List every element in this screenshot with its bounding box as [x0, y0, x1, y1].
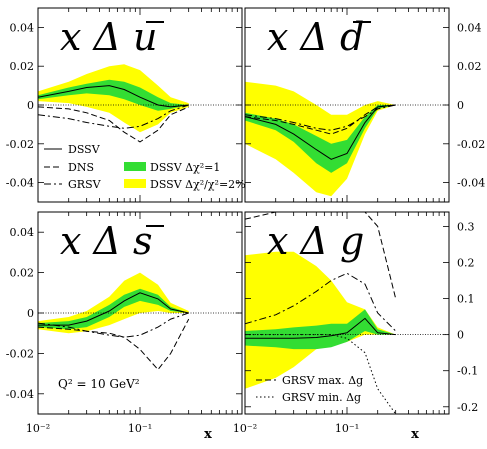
- plot-area: [245, 212, 449, 414]
- x-axis-label: x: [204, 427, 212, 442]
- y-tick-label: 0.02: [457, 60, 482, 73]
- legend-label: GRSV: [68, 178, 102, 191]
- q2-annotation: Q² = 10 GeV²: [58, 377, 140, 391]
- legend-label: DSSV: [68, 143, 101, 156]
- y-tick-label: -0.04: [6, 388, 34, 401]
- panel-top-left: -0.04 -0.02 0 0.02 0.04 x Δ u: [6, 7, 243, 203]
- y-tick-label: 0: [27, 99, 34, 112]
- y-tick-label: 0.3: [457, 220, 475, 233]
- legend-label: GRSV max. Δg: [282, 374, 363, 387]
- uncertainty-band-2pct: [38, 64, 189, 133]
- panel-title: x Δ s: [60, 219, 153, 263]
- legend-label: DSSV Δχ²/χ²=2%: [150, 178, 246, 191]
- series-dssv: [245, 317, 396, 339]
- y-tick-label: 0: [457, 99, 464, 112]
- uncertainty-band-2pct: [245, 251, 396, 389]
- plot-area: [38, 64, 242, 143]
- plot-area: [245, 81, 449, 197]
- legend-label: GRSV min. Δg: [282, 391, 361, 404]
- y-tick-label: 0.02: [10, 267, 35, 280]
- panel-bottom-left: -0.04 -0.02 0 0.02 0.04 10⁻² 10⁻¹ x x Δ s: [6, 211, 243, 442]
- y-tick-label: 0.04: [10, 21, 35, 34]
- y-tick-label: -0.04: [457, 177, 485, 190]
- series-dssv: [38, 292, 189, 326]
- panel-title: x Δ g: [267, 219, 364, 263]
- y-tick-label: 0.02: [10, 60, 35, 73]
- y-tick-label: -0.02: [457, 138, 485, 151]
- y-tick-label: -0.02: [6, 138, 34, 151]
- uncertainty-band-chi2-1: [245, 309, 396, 350]
- series-dns: [38, 106, 189, 143]
- y-tick-label: 0.04: [10, 226, 35, 239]
- series-dns: [38, 318, 190, 371]
- legend-swatch-band: [124, 179, 146, 188]
- legend-main: DSSV DNS GRSV DSSV Δχ²=1 DSSV Δχ²/χ²=2%: [44, 143, 246, 191]
- y-tick-label: 0: [457, 329, 464, 342]
- legend-gluon: GRSV max. Δg GRSV min. Δg: [256, 374, 363, 404]
- legend-swatch-band: [124, 162, 146, 171]
- panel-title: x Δ u: [60, 15, 158, 59]
- y-tick-label: 0: [27, 307, 34, 320]
- x-tick-label: 10⁻¹: [335, 422, 359, 435]
- plot-area: [38, 272, 242, 371]
- series-dssv: [245, 104, 396, 160]
- uncertainty-band-chi2-1: [38, 288, 189, 330]
- y-tick-label: -0.02: [6, 347, 34, 360]
- y-tick-label: 0.04: [457, 21, 482, 34]
- x-tick-label: 10⁻¹: [128, 422, 152, 435]
- x-tick-label: 10⁻²: [26, 422, 50, 435]
- uncertainty-band-chi2-1: [38, 79, 189, 111]
- panel-title: x Δ d: [267, 15, 364, 59]
- panel-bottom-right: -0.2 -0.1 0 0.1 0.2 0.3 10⁻² 10⁻¹ x x Δ g: [233, 211, 478, 442]
- y-tick-label: -0.04: [6, 177, 34, 190]
- y-tick-label: -0.2: [457, 401, 478, 414]
- series-grsv: [245, 272, 397, 332]
- legend-label: DSSV Δχ²=1: [150, 161, 220, 174]
- series-grsv-min-g: [245, 334, 397, 414]
- y-tick-label: 0.1: [457, 293, 475, 306]
- x-axis-label: x: [411, 427, 419, 442]
- y-tick-label: 0.2: [457, 257, 475, 270]
- series-dns: [245, 104, 396, 135]
- legend-label: DNS: [68, 161, 94, 174]
- panel-top-right: -0.04 -0.02 0 0.02 0.04 x Δ d: [244, 7, 485, 203]
- y-tick-label: -0.1: [457, 365, 478, 378]
- x-tick-label: 10⁻²: [233, 422, 257, 435]
- series-dssv: [38, 85, 189, 108]
